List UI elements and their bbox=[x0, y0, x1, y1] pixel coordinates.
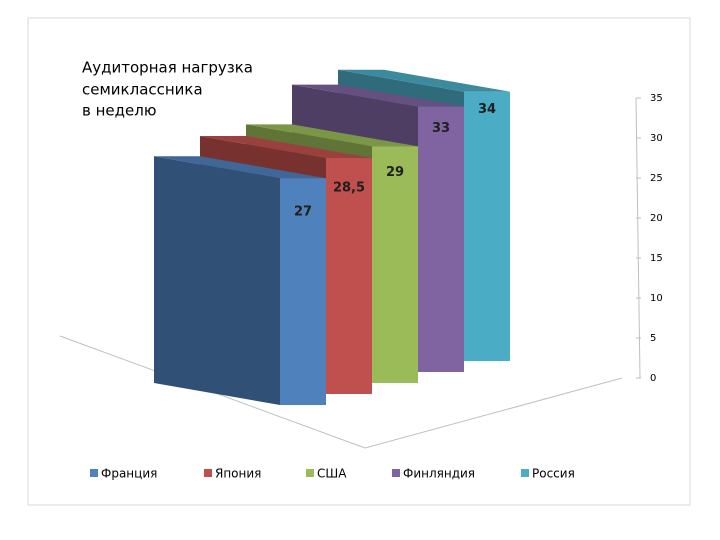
bar-top bbox=[338, 69, 510, 92]
bar bbox=[418, 106, 464, 373]
legend-swatch bbox=[204, 469, 212, 477]
legend-label: Финляндия bbox=[403, 467, 475, 481]
data-label: 29 bbox=[386, 165, 404, 180]
data-label: 34 bbox=[478, 102, 496, 117]
y-tick-label: 0 bbox=[650, 373, 656, 384]
y-axis bbox=[635, 97, 641, 379]
y-tick-label: 25 bbox=[650, 173, 663, 184]
legend-label: США bbox=[317, 467, 347, 481]
legend-swatch bbox=[90, 469, 98, 477]
y-tick-label: 15 bbox=[650, 253, 663, 264]
bar-top bbox=[292, 84, 464, 107]
data-label: 33 bbox=[432, 121, 450, 136]
data-label: 27 bbox=[294, 205, 312, 220]
legend-swatch bbox=[392, 469, 400, 477]
data-label: 28,5 bbox=[333, 181, 365, 196]
legend-label: Франция bbox=[101, 467, 157, 481]
chart-title: в неделю bbox=[82, 102, 156, 120]
bar bbox=[280, 178, 326, 405]
bar bbox=[326, 158, 372, 394]
bar-top bbox=[246, 124, 418, 147]
bar bbox=[464, 91, 510, 361]
legend-swatch bbox=[521, 469, 529, 477]
legend-label: Россия bbox=[532, 467, 575, 481]
y-tick-label: 30 bbox=[650, 133, 663, 144]
bar bbox=[372, 146, 418, 383]
chart-title: Аудиторная нагрузка bbox=[82, 59, 253, 77]
legend-label: Япония bbox=[215, 467, 261, 481]
legend-swatch bbox=[306, 469, 314, 477]
y-tick-label: 10 bbox=[650, 293, 663, 304]
bar-side bbox=[154, 156, 280, 405]
chart-title: семиклассника bbox=[82, 81, 203, 99]
bar-top bbox=[200, 136, 372, 159]
y-tick-label: 35 bbox=[650, 93, 663, 104]
y-tick-label: 5 bbox=[650, 333, 656, 344]
y-tick-label: 20 bbox=[650, 213, 663, 224]
bar-top bbox=[154, 156, 326, 179]
